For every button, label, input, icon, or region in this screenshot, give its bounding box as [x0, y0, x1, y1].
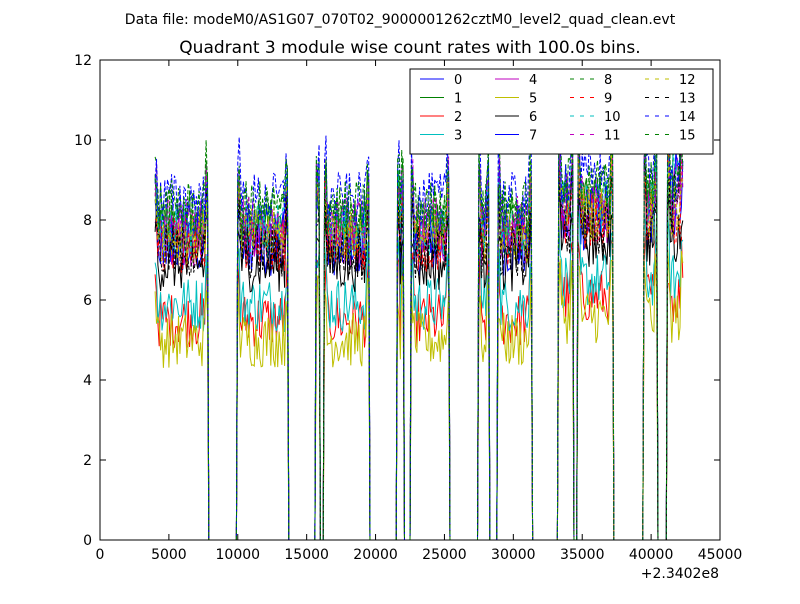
y-tick-label: 10: [74, 133, 92, 149]
legend-label: 9: [604, 92, 612, 107]
x-tick-label: 45000: [698, 547, 743, 563]
x-tick-label: 25000: [422, 547, 467, 563]
y-tick-label: 2: [83, 453, 92, 469]
y-tick-label: 12: [74, 53, 92, 69]
legend-label: 5: [529, 92, 537, 107]
legend-label: 14: [679, 110, 696, 125]
legend-label: 12: [679, 73, 696, 88]
legend-label: 8: [604, 73, 612, 88]
series-line-3: [154, 212, 684, 541]
legend-label: 15: [679, 129, 696, 144]
legend-label: 4: [529, 73, 537, 88]
legend-label: 3: [454, 129, 462, 144]
x-tick-label: 0: [96, 547, 105, 563]
x-offset-label: +2.3402e8: [641, 566, 719, 582]
y-tick-label: 6: [83, 293, 92, 309]
series-line-13: [154, 130, 684, 541]
series-line-11: [154, 136, 684, 541]
x-tick-label: 5000: [151, 547, 187, 563]
legend-label: 0: [454, 73, 462, 88]
y-tick-label: 0: [83, 533, 92, 549]
series-line-14: [154, 113, 684, 541]
x-tick-label: 40000: [629, 547, 674, 563]
legend-label: 11: [604, 129, 621, 144]
axis-ticks: 0 5000 10000 15000 20000 25000 30000 35000 40000…: [74, 53, 742, 563]
series-line-15: [154, 118, 684, 541]
legend-label: 10: [604, 110, 621, 125]
x-tick-label: 20000: [353, 547, 398, 563]
x-tick-label: 30000: [491, 547, 536, 563]
legend-label: 7: [529, 129, 537, 144]
x-tick-label: 35000: [560, 547, 605, 563]
series-line-2: [154, 232, 684, 541]
x-tick-label: 10000: [216, 547, 261, 563]
legend-box: [409, 68, 714, 155]
figure-supertitle: Data file: modeM0/AS1G07_070T02_90000012…: [125, 12, 676, 28]
legend-label: 13: [679, 92, 696, 107]
x-tick-label: 15000: [284, 547, 329, 563]
series-line-5: [154, 248, 684, 541]
legend-label: 2: [454, 110, 462, 125]
plot-lines: [154, 102, 684, 541]
y-tick-label: 8: [83, 213, 92, 229]
chart-title: Quadrant 3 module wise count rates with …: [179, 38, 640, 58]
legend-label: 1: [454, 92, 462, 107]
legend-label: 6: [529, 110, 537, 125]
y-tick-label: 4: [83, 373, 92, 389]
